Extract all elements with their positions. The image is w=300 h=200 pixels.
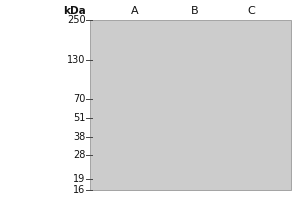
Text: 130: 130 — [67, 55, 86, 65]
Text: 16: 16 — [73, 185, 86, 195]
Text: C: C — [247, 6, 255, 16]
Ellipse shape — [122, 111, 146, 116]
Text: B: B — [191, 6, 198, 16]
Text: 70: 70 — [73, 94, 86, 104]
Text: 250: 250 — [67, 15, 86, 25]
Ellipse shape — [116, 109, 152, 118]
Text: 28: 28 — [73, 150, 86, 160]
Text: kDa: kDa — [63, 6, 85, 16]
Text: 38: 38 — [73, 132, 86, 142]
Text: 19: 19 — [73, 174, 86, 184]
Ellipse shape — [233, 109, 269, 118]
Ellipse shape — [176, 109, 213, 118]
Text: A: A — [130, 6, 138, 16]
Ellipse shape — [239, 111, 262, 116]
Ellipse shape — [183, 111, 206, 116]
Text: 51: 51 — [73, 113, 86, 123]
